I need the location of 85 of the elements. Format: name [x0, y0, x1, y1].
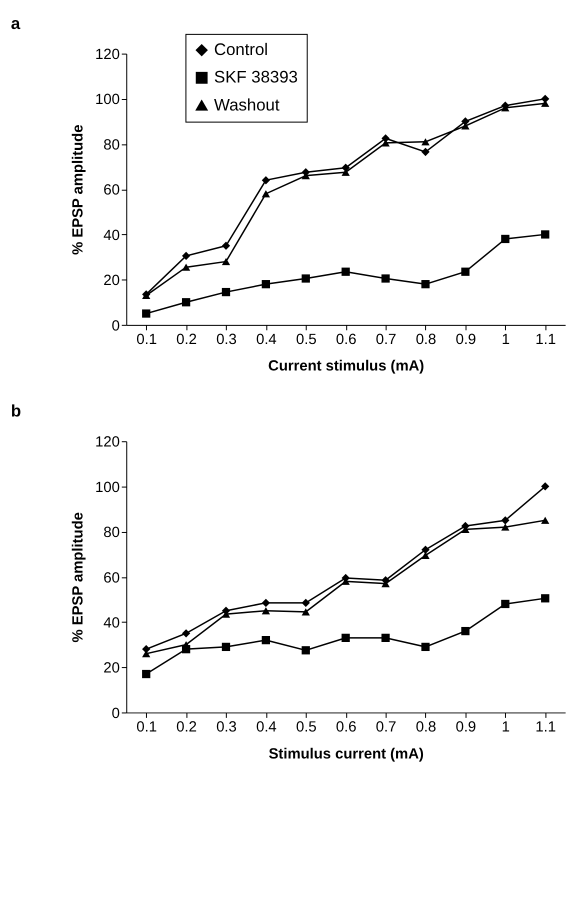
x-tick-label: 0.6 — [336, 332, 356, 348]
point — [302, 646, 310, 654]
y-tick-label: 0 — [112, 706, 120, 722]
y-tick-label: 60 — [103, 570, 120, 586]
legend-label: Washout — [214, 95, 280, 114]
x-tick-label: 0.7 — [376, 720, 396, 736]
point — [262, 598, 270, 607]
x-tick-label: 0.8 — [416, 720, 436, 736]
y-tick-label: 80 — [103, 525, 120, 542]
point — [182, 629, 190, 638]
x-tick-label: 0.1 — [136, 720, 157, 736]
point — [541, 482, 550, 491]
y-tick-label: 0 — [112, 318, 120, 334]
point — [381, 134, 390, 142]
point — [182, 298, 190, 306]
point — [262, 636, 270, 644]
point — [501, 524, 510, 531]
point — [262, 176, 270, 184]
point — [182, 252, 190, 260]
x-tick-label: 1 — [502, 332, 510, 348]
x-tick-label: 0.4 — [256, 720, 277, 736]
point — [541, 594, 550, 602]
point — [182, 264, 190, 271]
x-tick-label: 1 — [502, 720, 510, 736]
x-tick-label: 0.6 — [336, 720, 356, 736]
y-tick-label: 60 — [103, 182, 120, 199]
point — [222, 242, 230, 250]
x-tick-label: 0.5 — [296, 332, 317, 348]
x-axis-title: Stimulus current (mA) — [268, 746, 424, 762]
y-axis-title: % EPSP amplitude — [70, 512, 86, 643]
y-tick-label: 100 — [95, 92, 120, 108]
legend-label: Control — [214, 40, 268, 60]
point — [302, 598, 310, 607]
point — [501, 234, 510, 244]
point — [142, 309, 150, 318]
y-tick-label: 40 — [103, 228, 120, 244]
point — [381, 634, 390, 642]
point — [262, 190, 270, 198]
x-axis-title: Current stimulus (mA) — [268, 358, 424, 375]
point — [461, 626, 470, 636]
point — [421, 546, 430, 554]
point — [222, 642, 230, 652]
y-tick-label: 80 — [103, 137, 120, 154]
point — [501, 600, 510, 608]
point — [342, 268, 350, 276]
point — [461, 268, 470, 276]
point — [222, 258, 230, 266]
chart-title: b — [10, 402, 22, 421]
point — [421, 280, 430, 288]
y-tick-label: 120 — [95, 47, 120, 64]
point — [262, 280, 270, 288]
x-tick-label: 0.3 — [216, 720, 237, 736]
y-tick-label: 40 — [103, 615, 120, 632]
x-tick-label: 0.7 — [376, 332, 396, 348]
y-axis-title: % EPSP amplitude — [70, 124, 86, 255]
x-tick-label: 0.5 — [296, 720, 317, 736]
point — [421, 138, 430, 146]
x-tick-label: 0.9 — [456, 720, 476, 736]
x-tick-label: 0.8 — [416, 332, 436, 348]
x-tick-label: 1.1 — [535, 332, 556, 348]
point — [222, 288, 230, 296]
point — [302, 274, 310, 283]
point — [421, 148, 430, 156]
x-tick-label: 0.9 — [456, 332, 476, 348]
point — [421, 642, 430, 652]
point — [342, 634, 350, 642]
point — [541, 516, 550, 524]
x-tick-label: 0.2 — [176, 332, 197, 348]
point — [541, 230, 550, 239]
x-tick-label: 0.2 — [176, 720, 197, 736]
point — [381, 274, 390, 283]
y-tick-label: 20 — [103, 660, 120, 677]
y-tick-label: 100 — [95, 480, 120, 496]
point — [302, 608, 310, 616]
chart-title: a — [10, 14, 21, 33]
point — [142, 670, 150, 678]
point — [501, 516, 510, 524]
x-tick-label: 1.1 — [535, 720, 556, 736]
x-tick-label: 0.3 — [216, 332, 237, 348]
legend-label: SKF 38393 — [214, 68, 298, 87]
y-tick-label: 20 — [103, 273, 120, 290]
x-tick-label: 0.4 — [256, 332, 277, 348]
x-tick-label: 0.1 — [136, 332, 157, 348]
y-tick-label: 120 — [95, 434, 120, 451]
point — [262, 607, 270, 614]
